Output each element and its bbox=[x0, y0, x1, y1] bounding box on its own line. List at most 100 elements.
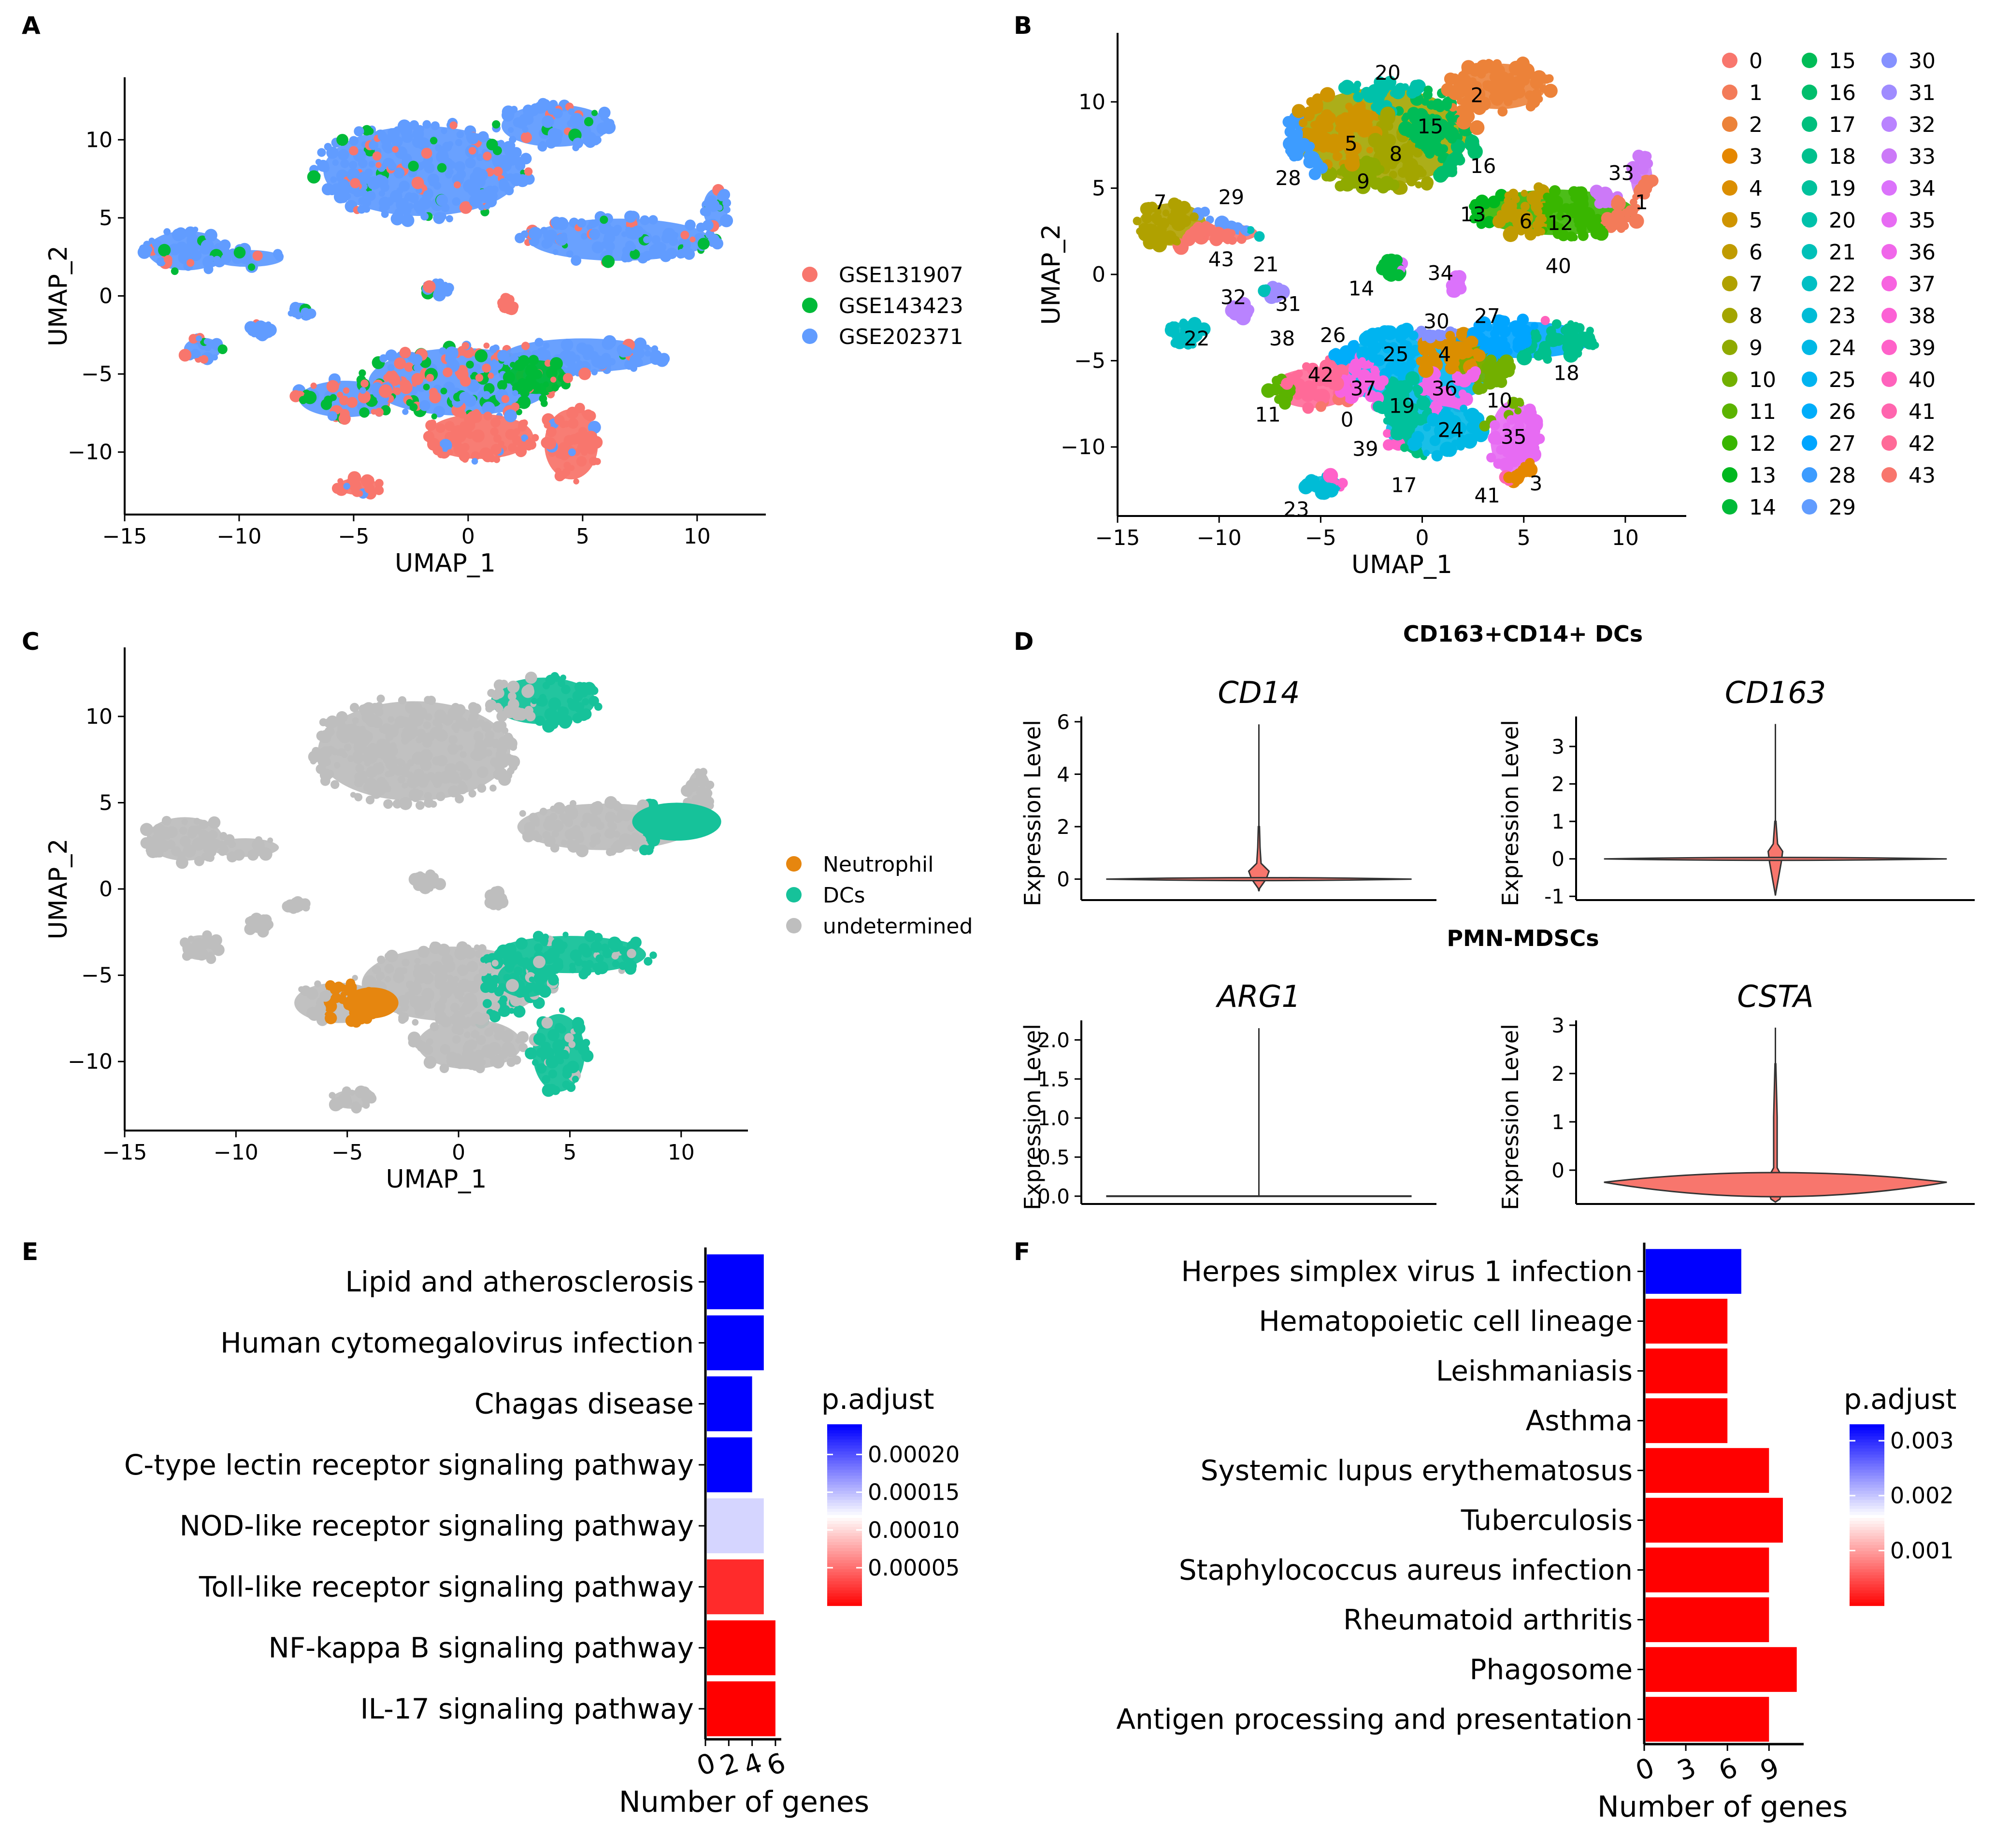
panel-c-point bbox=[613, 802, 623, 812]
panel-a-point bbox=[144, 245, 152, 254]
panel-a-y-tick-label: −5 bbox=[81, 362, 113, 387]
panel-c-point bbox=[500, 945, 513, 957]
panel-a-cloud-dc-top-tip bbox=[492, 98, 616, 152]
panel-b-legend-key bbox=[1802, 212, 1817, 228]
panel-b-legend-key bbox=[1802, 116, 1817, 132]
panel-c-point bbox=[176, 856, 188, 869]
panel-b-point bbox=[1298, 118, 1308, 128]
panel-e-colorbar-segment bbox=[827, 1533, 862, 1537]
panel-a-point bbox=[418, 196, 432, 210]
panel-b-point bbox=[1395, 333, 1406, 344]
panel-a-point bbox=[603, 117, 611, 125]
panel-a-point bbox=[358, 197, 366, 205]
panel-c-point bbox=[564, 804, 574, 815]
panel-c-point bbox=[388, 724, 399, 734]
panel-f-colorbar-segment bbox=[1850, 1581, 1884, 1585]
panel-a-point bbox=[703, 209, 711, 217]
panel-c-point bbox=[574, 1034, 581, 1041]
panel-b-point bbox=[1304, 152, 1314, 161]
panel-b-y-axis-title: UMAP_2 bbox=[1037, 224, 1066, 325]
panel-a-point bbox=[588, 421, 601, 434]
panel-b-point bbox=[1345, 102, 1353, 111]
panel-b-point bbox=[1293, 128, 1303, 138]
panel-f-x-tick-label: 9 bbox=[1756, 1752, 1783, 1787]
panel-a-point bbox=[501, 395, 510, 403]
panel-b-point bbox=[1623, 215, 1631, 223]
panel-b-point bbox=[1390, 425, 1406, 441]
panel-c-point bbox=[344, 744, 352, 751]
panel-b-point bbox=[1486, 453, 1496, 463]
panel-e-colorbar-segment bbox=[827, 1439, 862, 1443]
panel-f-category-label: Antigen processing and presentation bbox=[1116, 1703, 1633, 1736]
panel-c-point bbox=[155, 850, 163, 858]
panel-a-point bbox=[521, 342, 530, 350]
panel-c-point bbox=[604, 811, 617, 823]
panel-b-point bbox=[1524, 229, 1537, 241]
panel-a-point bbox=[552, 249, 559, 255]
panel-e-colorbar-tick-label: 0.00020 bbox=[868, 1442, 960, 1468]
panel-a-point bbox=[520, 153, 532, 165]
panel-b-point bbox=[1415, 181, 1422, 189]
panel-b-point bbox=[1569, 205, 1582, 218]
panel-c-point bbox=[180, 937, 190, 948]
panel-c-point bbox=[365, 716, 372, 723]
panel-b-legend-key bbox=[1881, 244, 1897, 259]
panel-c-cloud-left-tail bbox=[203, 834, 279, 862]
panel-a-point bbox=[269, 326, 276, 332]
panel-a-point bbox=[497, 298, 508, 308]
panel-b-point bbox=[1542, 74, 1551, 84]
panel-f-colorbar-segment bbox=[1850, 1473, 1884, 1476]
panel-c-point bbox=[568, 1041, 576, 1048]
panel-e-colorbar-segment bbox=[827, 1509, 862, 1513]
panel-a-point bbox=[643, 236, 651, 244]
panel-a-point bbox=[349, 160, 358, 170]
panel-a-point bbox=[392, 146, 399, 153]
panel-c-point bbox=[182, 951, 192, 961]
panel-c-y-tick-label: 0 bbox=[99, 877, 113, 902]
panel-b-point bbox=[1261, 284, 1271, 294]
panel-c-point bbox=[439, 1063, 449, 1074]
panel-a-point bbox=[492, 120, 501, 129]
panel-a-point bbox=[491, 363, 499, 371]
panel-c-point bbox=[336, 711, 348, 723]
panel-b-point bbox=[1416, 396, 1431, 411]
panel-b-point bbox=[1478, 98, 1491, 111]
panel-a-point bbox=[624, 210, 637, 223]
panel-b-point bbox=[1437, 155, 1446, 163]
panel-b-point bbox=[1155, 219, 1163, 226]
panel-e-colorbar-segment bbox=[827, 1569, 862, 1573]
panel-a-point bbox=[513, 428, 520, 435]
panel-f-bar bbox=[1646, 1547, 1769, 1592]
panel-c-point bbox=[471, 1030, 480, 1039]
panel-a-point bbox=[402, 408, 409, 415]
panel-e-colorbar-segment bbox=[827, 1572, 862, 1576]
panel-f-category-label: Systemic lupus erythematosus bbox=[1201, 1454, 1633, 1487]
panel-b-point bbox=[1471, 424, 1481, 434]
panel-a-point bbox=[529, 227, 542, 241]
panel-a-point bbox=[233, 246, 246, 258]
panel-d-violin-csta-y-tick-label: 3 bbox=[1551, 1014, 1564, 1037]
panel-b-x-tick-label: −10 bbox=[1197, 526, 1242, 550]
panel-b-legend-key bbox=[1722, 116, 1737, 132]
panel-a-y-tick-label: 0 bbox=[99, 284, 113, 309]
panel-b-point bbox=[1520, 336, 1532, 348]
panel-c-point bbox=[325, 980, 336, 991]
panel-c-point bbox=[539, 694, 546, 702]
panel-b-legend-label: 23 bbox=[1829, 304, 1856, 329]
panel-a-point bbox=[426, 373, 434, 382]
panel-e-colorbar-segment bbox=[827, 1454, 862, 1458]
panel-b-point bbox=[1433, 98, 1443, 109]
panel-a-point bbox=[578, 367, 591, 380]
panel-c-point bbox=[472, 720, 480, 729]
panel-b-point bbox=[1272, 285, 1282, 294]
panel-b-point bbox=[1473, 349, 1486, 362]
panel-b-legend-key bbox=[1802, 340, 1817, 355]
panel-c-point bbox=[570, 949, 582, 961]
panel-a-legend-label: GSE143423 bbox=[839, 294, 963, 318]
panel-e-category-label: Chagas disease bbox=[474, 1388, 694, 1420]
panel-f-colorbar-segment bbox=[1850, 1427, 1884, 1431]
panel-a-point bbox=[719, 214, 733, 228]
panel-a-point bbox=[337, 391, 344, 398]
panel-a-point bbox=[593, 136, 602, 144]
panel-e-colorbar-tick-label: 0.00010 bbox=[868, 1517, 960, 1543]
